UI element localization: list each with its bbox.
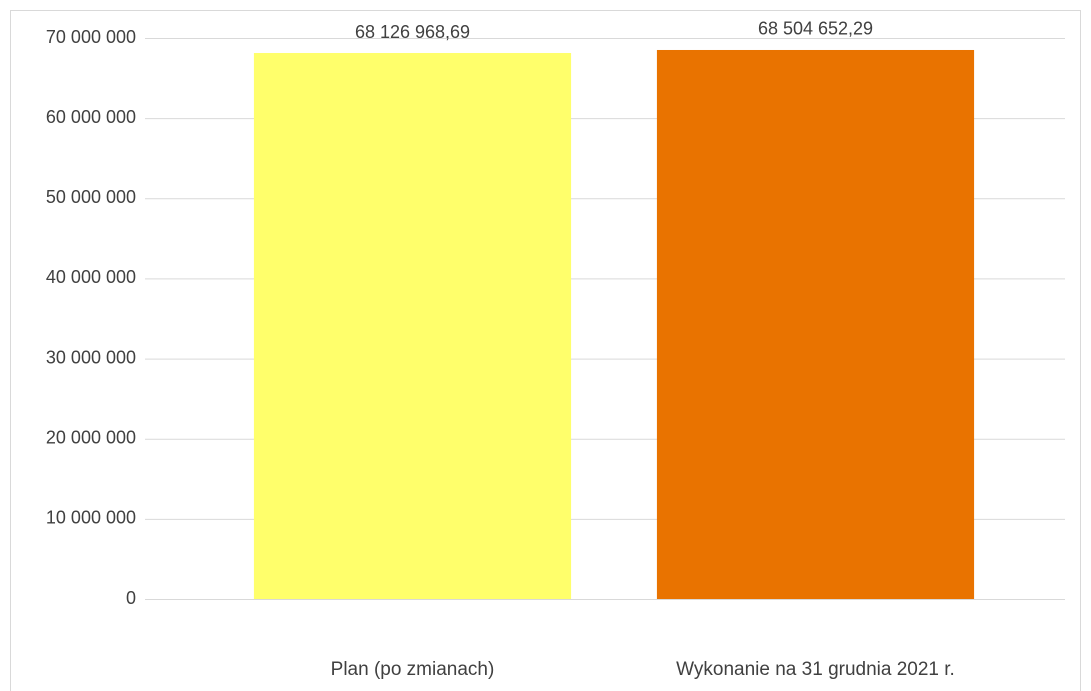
bar — [656, 49, 975, 600]
y-tick-label: 20 000 000 — [46, 427, 136, 447]
y-tick-label: 0 — [126, 588, 136, 608]
y-tick-label: 70 000 000 — [46, 27, 136, 47]
y-tick-label: 40 000 000 — [46, 267, 136, 287]
y-tick-label: 50 000 000 — [46, 187, 136, 207]
x-tick-label: Plan (po zmianach) — [331, 659, 495, 680]
data-label: 68 504 652,29 — [758, 19, 873, 39]
bar — [253, 53, 572, 600]
data-label: 68 126 968,69 — [355, 22, 470, 42]
y-tick-label: 30 000 000 — [46, 347, 136, 367]
x-tick-label: Wykonanie na 31 grudnia 2021 r. — [676, 659, 955, 680]
y-tick-label: 60 000 000 — [46, 107, 136, 127]
y-tick-label: 10 000 000 — [46, 508, 136, 528]
